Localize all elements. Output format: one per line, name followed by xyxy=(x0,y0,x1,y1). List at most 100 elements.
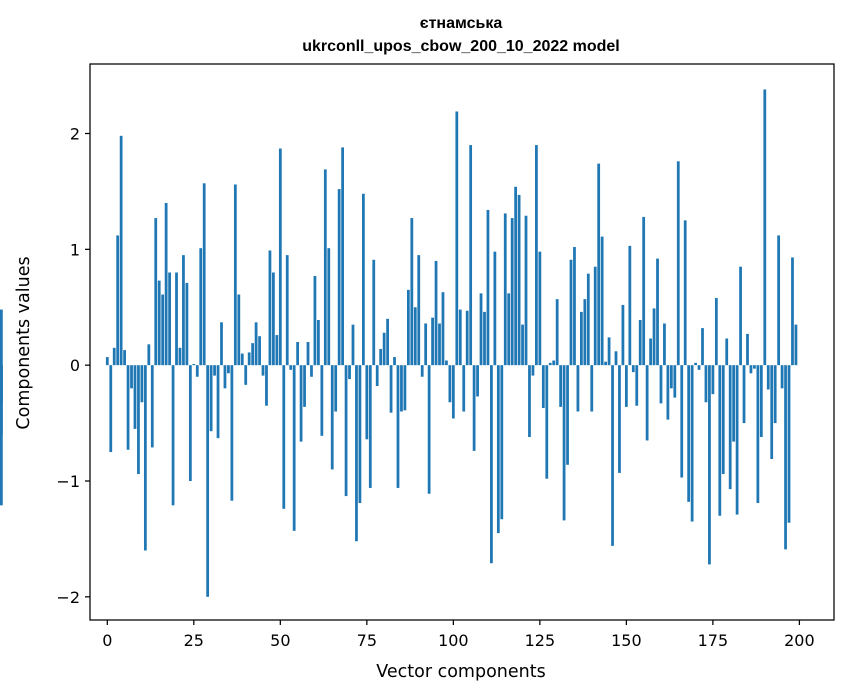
bar xyxy=(569,259,573,366)
bar xyxy=(368,365,372,488)
bar xyxy=(379,348,383,366)
bar xyxy=(694,362,697,366)
bar xyxy=(292,365,296,531)
bar xyxy=(517,194,521,366)
bar xyxy=(469,145,473,366)
bar xyxy=(431,317,434,366)
bar xyxy=(351,324,355,366)
bar xyxy=(438,323,441,366)
bar xyxy=(773,365,777,424)
bar xyxy=(607,337,611,366)
bar xyxy=(753,365,756,369)
bar xyxy=(749,365,753,374)
y-tick-label: −1 xyxy=(56,472,80,491)
bar xyxy=(742,365,746,424)
bar xyxy=(230,365,234,501)
bar xyxy=(441,292,445,366)
bar xyxy=(462,365,466,412)
bar xyxy=(424,323,428,366)
bar xyxy=(143,365,147,551)
x-axis-label: Vector components xyxy=(376,662,545,682)
bar xyxy=(711,365,715,395)
bar xyxy=(154,218,158,366)
bar xyxy=(168,272,171,366)
y-tick-label: −2 xyxy=(56,588,80,607)
bar xyxy=(586,273,590,366)
bar xyxy=(213,365,216,376)
bar xyxy=(656,258,659,366)
bar xyxy=(510,218,514,366)
bar xyxy=(746,333,749,366)
bar xyxy=(265,365,268,406)
y-tick-label: 1 xyxy=(70,240,80,259)
chart-title: єтнамська xyxy=(420,15,503,32)
bar xyxy=(490,365,493,564)
bar xyxy=(528,365,531,437)
bar xyxy=(697,365,701,370)
bar xyxy=(164,203,168,366)
bar xyxy=(188,365,192,481)
bar xyxy=(393,357,396,366)
bar xyxy=(185,282,189,366)
bar xyxy=(624,365,628,407)
bar xyxy=(105,357,109,366)
bar xyxy=(597,163,601,366)
bar xyxy=(389,365,393,413)
bar xyxy=(728,365,732,490)
bar xyxy=(763,89,767,366)
bar xyxy=(237,294,241,366)
bar xyxy=(109,365,113,453)
bar xyxy=(618,365,621,473)
bar xyxy=(465,310,469,366)
x-tick-label: 50 xyxy=(270,631,290,650)
bar xyxy=(756,365,760,504)
bar xyxy=(486,209,490,366)
bar xyxy=(199,248,203,366)
bar xyxy=(227,365,230,374)
bar xyxy=(562,365,566,521)
chart-subtitle: ukrconll_upos_cbow_200_10_2022 model xyxy=(302,38,619,55)
bar xyxy=(676,161,680,366)
bar xyxy=(590,365,594,412)
bar xyxy=(310,365,313,377)
bar xyxy=(780,365,784,389)
bar xyxy=(701,328,704,366)
bar xyxy=(320,365,324,436)
bar xyxy=(261,365,265,376)
bar xyxy=(552,360,556,366)
bar xyxy=(777,235,781,366)
bar xyxy=(538,251,542,366)
bar xyxy=(0,365,3,435)
y-tick-label: 0 xyxy=(70,356,80,375)
bar xyxy=(192,364,196,366)
bar xyxy=(258,336,261,366)
bar xyxy=(278,148,282,366)
bar xyxy=(337,189,341,366)
bar xyxy=(182,255,185,366)
y-axis-label: Components values xyxy=(14,256,34,429)
bar xyxy=(663,323,666,366)
bar xyxy=(531,365,535,376)
bar xyxy=(400,365,403,412)
bar xyxy=(448,365,452,403)
bar xyxy=(521,324,524,366)
bar xyxy=(358,365,362,504)
bar xyxy=(455,111,459,366)
x-tick-label: 100 xyxy=(438,631,469,650)
bar xyxy=(206,365,210,597)
bar xyxy=(621,304,625,366)
bar xyxy=(708,365,711,565)
bar xyxy=(721,365,725,475)
bar xyxy=(649,338,652,366)
bar xyxy=(296,342,300,366)
bar xyxy=(133,365,137,429)
bar xyxy=(341,147,344,366)
bar xyxy=(420,365,424,377)
bar xyxy=(732,365,736,442)
bar xyxy=(427,365,431,494)
bar xyxy=(445,360,448,366)
bar xyxy=(344,365,348,497)
bar xyxy=(479,293,483,366)
bar xyxy=(714,297,718,366)
